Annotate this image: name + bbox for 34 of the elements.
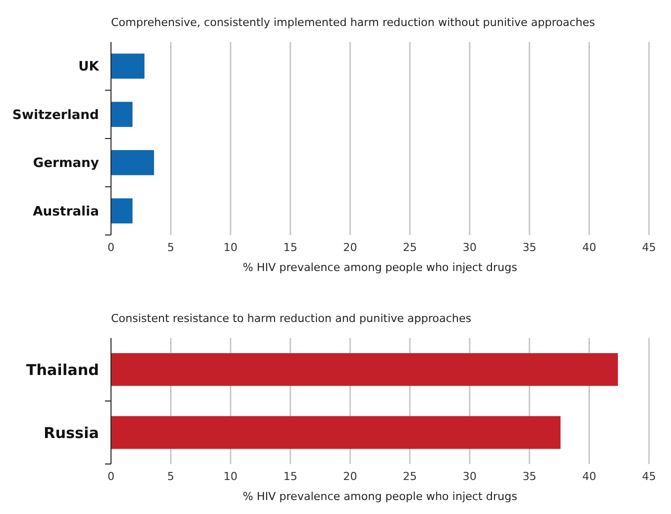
bar xyxy=(111,54,144,79)
bar xyxy=(111,150,154,176)
y-tick-label: Thailand xyxy=(26,360,99,379)
x-tick-label: 40 xyxy=(582,241,596,254)
y-tick-label: Australia xyxy=(32,204,99,220)
x-tick-label: 40 xyxy=(582,470,596,483)
x-tick-label: 5 xyxy=(167,241,174,254)
x-axis-title: % HIV prevalence among people who inject drugs xyxy=(242,490,518,503)
bar xyxy=(111,102,133,127)
y-tick-label: Switzerland xyxy=(12,108,99,123)
x-tick-label: 35 xyxy=(522,470,536,483)
x-axis-title: % HIV prevalence among people who inject drugs xyxy=(242,261,518,274)
x-tick-label: 45 xyxy=(642,470,656,483)
x-tick-label: 25 xyxy=(402,470,417,483)
x-tick-label: 25 xyxy=(402,241,417,254)
y-tick-label: Russia xyxy=(44,424,99,442)
x-tick-label: 45 xyxy=(642,241,656,254)
x-tick-label: 15 xyxy=(283,241,298,254)
x-tick-label: 0 xyxy=(108,470,114,483)
bar xyxy=(111,198,133,224)
x-tick-label: 10 xyxy=(224,470,238,483)
x-tick-label: 5 xyxy=(167,470,174,483)
y-tick-label: UK xyxy=(78,60,100,75)
x-tick-label: 30 xyxy=(462,470,477,483)
x-tick-label: 35 xyxy=(522,241,536,254)
x-tick-label: 30 xyxy=(462,241,477,254)
x-tick-label: 0 xyxy=(108,241,114,254)
x-tick-label: 10 xyxy=(224,241,238,254)
y-tick-label: Germany xyxy=(33,156,100,172)
x-tick-label: 20 xyxy=(343,470,358,483)
chart-title: Comprehensive, consistently implemented harm reduction without punitive approaches xyxy=(111,16,596,29)
x-tick-label: 20 xyxy=(343,241,358,254)
chart-title: Consistent resistance to harm reduction and punitive approaches xyxy=(111,312,472,325)
x-tick-label: 15 xyxy=(283,470,298,483)
